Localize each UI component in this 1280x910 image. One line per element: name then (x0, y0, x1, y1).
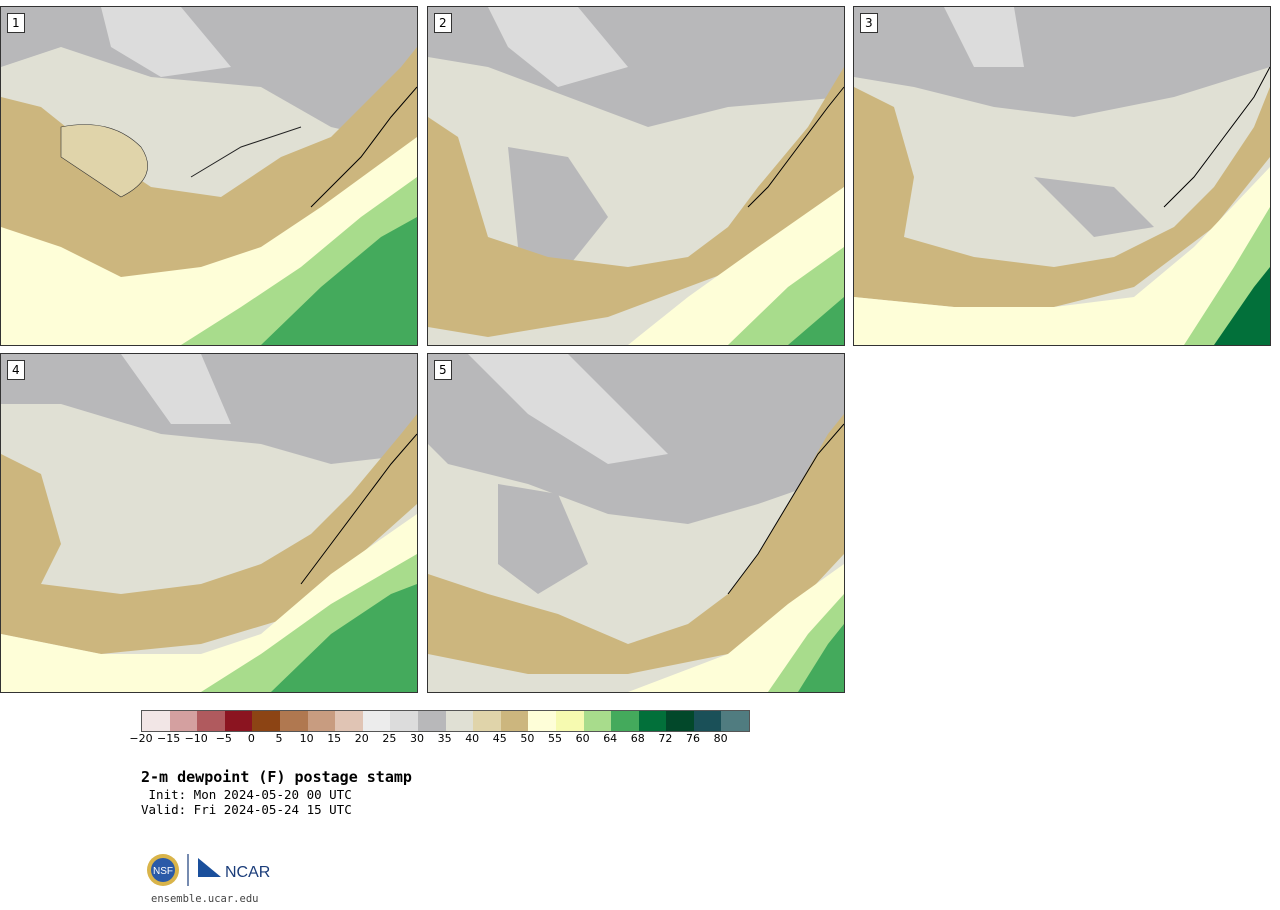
colorbar-swatch (197, 711, 225, 731)
dewpoint-map (854, 7, 1270, 345)
colorbar-tick-label: 68 (630, 732, 645, 745)
map-panel-4: 4 (0, 353, 418, 693)
colorbar-tick-label: 76 (686, 732, 700, 745)
colorbar-swatch (417, 711, 446, 731)
colorbar-tick-label: 55 (548, 732, 562, 745)
colorbar-tick-label: 0 (247, 732, 255, 745)
colorbar-tick-label: −5 (215, 732, 232, 745)
panel-number: 1 (7, 13, 25, 33)
colorbar-swatch (528, 711, 556, 731)
colorbar-swatch (445, 711, 474, 731)
dewpoint-map (428, 354, 844, 692)
svg-text:NSF: NSF (153, 866, 173, 877)
site-url: ensemble.ucar.edu (151, 893, 259, 905)
colorbar (141, 710, 751, 732)
colorbar-tick-label: 5 (275, 732, 283, 745)
colorbar-tick-label: 15 (327, 732, 342, 745)
colorbar-tick-label: 45 (492, 732, 507, 745)
colorbar-tick-label: 25 (382, 732, 397, 745)
map-panel-5: 5 (427, 353, 845, 693)
colorbar-tick-label: 30 (410, 732, 424, 745)
colorbar-swatch (555, 711, 584, 731)
plot-title: 2-m dewpoint (F) postage stamp (141, 768, 412, 786)
colorbar-tick-label: 50 (520, 732, 535, 745)
colorbar-swatch (252, 711, 280, 731)
svg-text:NCAR: NCAR (225, 864, 270, 881)
dewpoint-map (428, 7, 844, 345)
colorbar-swatch (611, 711, 639, 731)
colorbar-tick-label: 10 (299, 732, 314, 745)
colorbar-tick-label: 80 (713, 732, 728, 745)
colorbar-swatch (307, 711, 336, 731)
dewpoint-map (1, 7, 417, 345)
colorbar-tick-label: −15 (156, 732, 181, 745)
colorbar-tick-label: 60 (575, 732, 590, 745)
colorbar-swatch (169, 711, 198, 731)
colorbar-swatch (583, 711, 612, 731)
colorbar-tick-label: 72 (658, 732, 673, 745)
colorbar-tick-label: 64 (603, 732, 618, 745)
colorbar-swatch (638, 711, 667, 731)
colorbar-swatch (500, 711, 529, 731)
colorbar-swatch (390, 711, 418, 731)
map-panel-1: 1 (0, 6, 418, 346)
colorbar-swatch (335, 711, 363, 731)
logos: NSF NCAR (145, 851, 275, 889)
colorbar-swatch (142, 711, 170, 731)
nsf-ncar-logo: NSF NCAR (147, 854, 270, 886)
colorbar-tick-label: 40 (465, 732, 480, 745)
colorbar-swatch (224, 711, 253, 731)
colorbar-tick-label: −10 (184, 732, 208, 745)
panel-number: 4 (7, 360, 25, 380)
colorbar-swatch (666, 711, 694, 731)
colorbar-ticks: −20 −15 −10 −5 0 5 10 15 20 25 30 35 40 45 50 55 60 64 68 7… (129, 732, 755, 748)
init-time: Init: Mon 2024-05-20 00 UTC (141, 787, 352, 802)
colorbar-swatch (362, 711, 391, 731)
colorbar-swatch (473, 711, 501, 731)
colorbar-swatch (279, 711, 308, 731)
valid-time: Valid: Fri 2024-05-24 15 UTC (141, 802, 352, 817)
colorbar-tick-label: 20 (354, 732, 369, 745)
map-panel-2: 2 (427, 6, 845, 346)
panel-number: 5 (434, 360, 452, 380)
colorbar-tick-label: −20 (129, 732, 153, 745)
map-panel-3: 3 (853, 6, 1271, 346)
colorbar-tick-label: 35 (437, 732, 452, 745)
panel-number: 3 (860, 13, 878, 33)
colorbar-swatch (721, 711, 750, 731)
panel-number: 2 (434, 13, 452, 33)
dewpoint-map (1, 354, 417, 692)
colorbar-swatch (693, 711, 722, 731)
